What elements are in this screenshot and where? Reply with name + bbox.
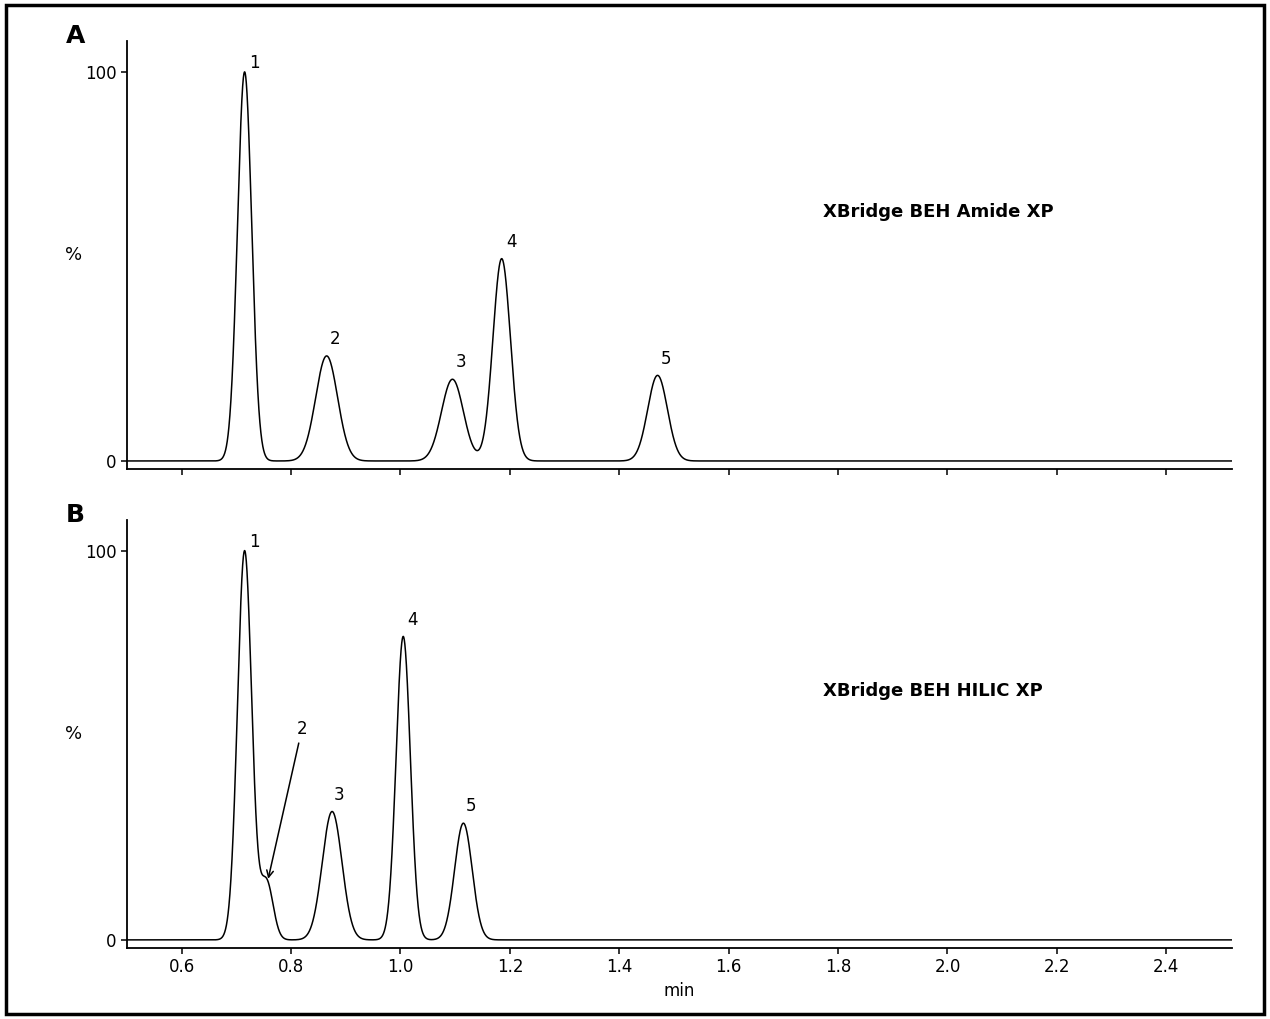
Text: 4: 4 [505,233,517,251]
Text: 2: 2 [267,719,307,877]
Text: B: B [66,502,85,527]
Text: XBridge BEH Amide XP: XBridge BEH Amide XP [823,203,1054,221]
Text: XBridge BEH HILIC XP: XBridge BEH HILIC XP [823,682,1043,700]
Text: 3: 3 [334,786,344,804]
Text: 1: 1 [249,533,259,551]
Text: 2: 2 [329,330,340,348]
X-axis label: min: min [664,981,695,1000]
Y-axis label: %: % [65,246,83,264]
Text: 3: 3 [455,354,466,372]
Text: 4: 4 [408,610,418,629]
Text: A: A [66,23,85,48]
Y-axis label: %: % [65,725,83,743]
Text: 5: 5 [466,798,476,815]
Text: 1: 1 [249,54,259,72]
Text: 5: 5 [660,350,671,368]
